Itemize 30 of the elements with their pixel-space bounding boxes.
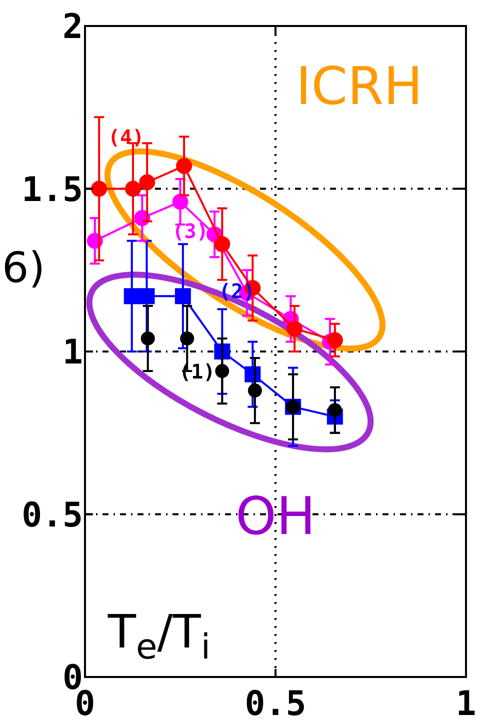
point [124, 288, 140, 304]
y-tick-label: 1 [62, 332, 83, 372]
annotation: ICRH [296, 57, 423, 118]
point [140, 331, 155, 346]
x-tick-label: 1 [456, 684, 476, 724]
series-label: (2) [218, 279, 256, 304]
x-tick-label: 0.5 [244, 684, 306, 724]
point [328, 403, 342, 418]
point [125, 180, 142, 197]
point [172, 194, 188, 210]
point [180, 331, 194, 346]
y-tick-label: 0.5 [22, 495, 83, 536]
point [215, 364, 230, 378]
annotation: T$_{e}$/T$_{i}$ [106, 604, 210, 668]
y-tick-label: 1.5 [22, 170, 83, 210]
point [174, 288, 191, 304]
series-label: (3) [172, 218, 208, 243]
series-label: (1) [179, 359, 216, 384]
point [176, 158, 192, 174]
y-axis-title: 6) [2, 243, 46, 292]
point [138, 288, 155, 304]
point [248, 384, 262, 398]
annotation: OH [235, 486, 316, 547]
point [214, 236, 230, 252]
series-label: (4) [108, 124, 144, 149]
point [326, 332, 343, 348]
y-tick-label: 2 [62, 7, 83, 47]
point [286, 320, 303, 337]
point [139, 174, 156, 190]
point [91, 180, 108, 197]
